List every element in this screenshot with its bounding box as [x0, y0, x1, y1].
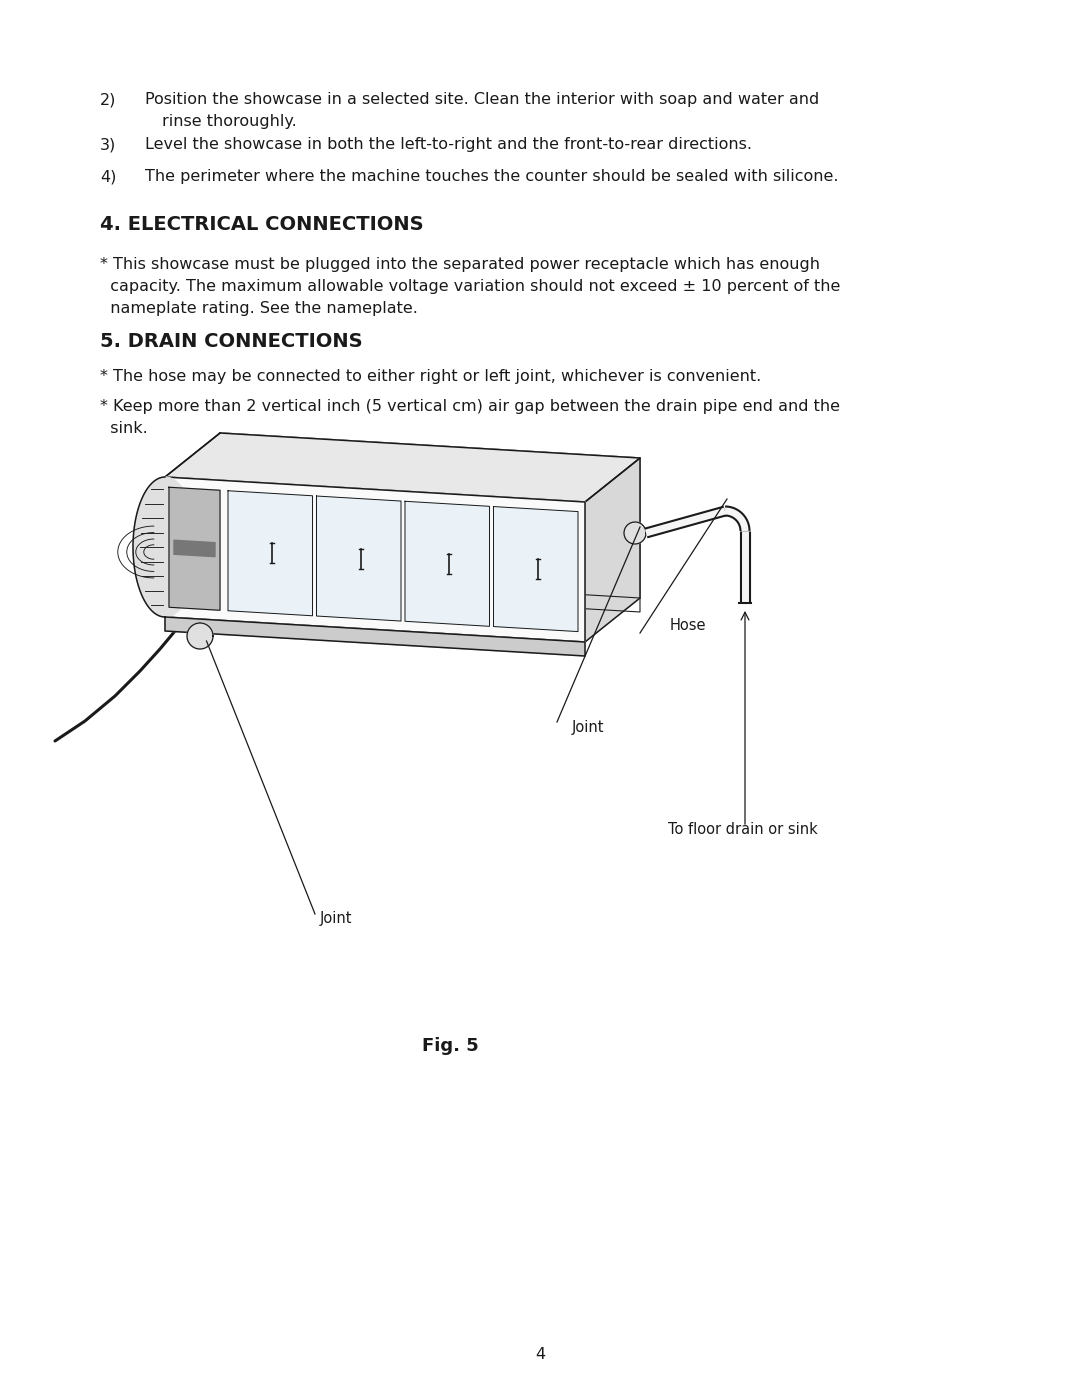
Text: nameplate rating. See the nameplate.: nameplate rating. See the nameplate.	[100, 300, 418, 316]
Text: Fig. 5: Fig. 5	[421, 1037, 478, 1055]
Text: * Keep more than 2 vertical inch (5 vertical cm) air gap between the drain pipe : * Keep more than 2 vertical inch (5 vert…	[100, 400, 840, 414]
Text: rinse thoroughly.: rinse thoroughly.	[162, 115, 297, 129]
Text: Joint: Joint	[320, 911, 352, 926]
Ellipse shape	[133, 476, 197, 617]
Text: sink.: sink.	[100, 420, 148, 436]
Text: 4: 4	[535, 1347, 545, 1362]
Text: 4. ELECTRICAL CONNECTIONS: 4. ELECTRICAL CONNECTIONS	[100, 215, 423, 235]
Text: capacity. The maximum allowable voltage variation should not exceed ± 10 percent: capacity. The maximum allowable voltage …	[100, 279, 840, 293]
Text: 3): 3)	[100, 137, 117, 152]
Polygon shape	[165, 433, 640, 502]
Polygon shape	[165, 476, 585, 643]
Text: The perimeter where the machine touches the counter should be sealed with silico: The perimeter where the machine touches …	[145, 169, 838, 184]
Text: Hose: Hose	[670, 617, 706, 633]
Text: 5. DRAIN CONNECTIONS: 5. DRAIN CONNECTIONS	[100, 332, 363, 351]
Polygon shape	[405, 502, 489, 626]
Polygon shape	[220, 433, 640, 598]
Polygon shape	[228, 490, 312, 616]
Polygon shape	[168, 488, 220, 610]
Text: To floor drain or sink: To floor drain or sink	[669, 821, 818, 837]
Text: Position the showcase in a selected site. Clean the interior with soap and water: Position the showcase in a selected site…	[145, 92, 820, 108]
Polygon shape	[174, 541, 215, 556]
Circle shape	[187, 623, 213, 650]
Circle shape	[624, 522, 646, 543]
Text: * The hose may be connected to either right or left joint, whichever is convenie: * The hose may be connected to either ri…	[100, 369, 761, 384]
Polygon shape	[494, 507, 578, 631]
Text: Level the showcase in both the left-to-right and the front-to-rear directions.: Level the showcase in both the left-to-r…	[145, 137, 752, 152]
Polygon shape	[165, 617, 585, 657]
Text: 2): 2)	[100, 92, 117, 108]
Text: * This showcase must be plugged into the separated power receptacle which has en: * This showcase must be plugged into the…	[100, 257, 820, 272]
Polygon shape	[585, 458, 640, 643]
Text: Joint: Joint	[572, 719, 605, 735]
Polygon shape	[316, 496, 401, 622]
Text: 4): 4)	[100, 169, 117, 184]
